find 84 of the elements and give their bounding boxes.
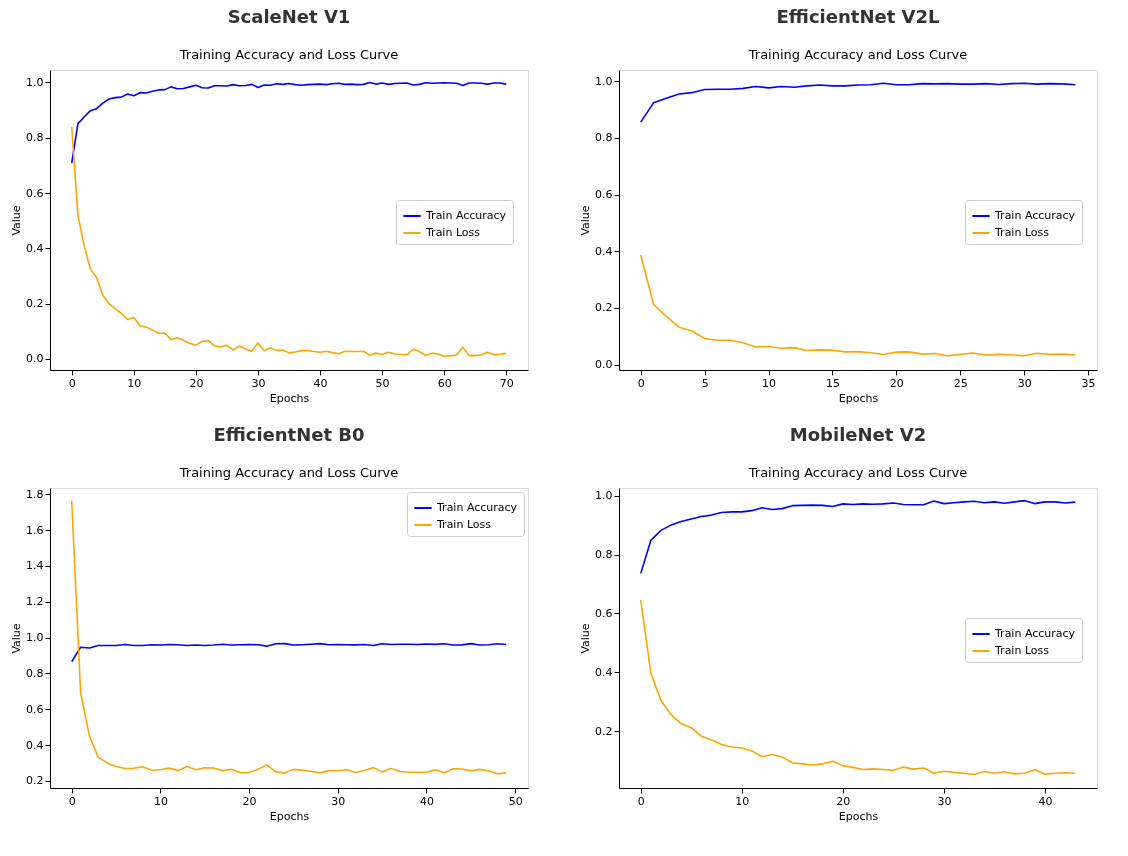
x-tick-label: 50 — [508, 794, 523, 808]
y-tick-label: 0.8 — [26, 666, 44, 680]
y-tick-label: 0.4 — [595, 665, 613, 679]
x-tick-label: 40 — [313, 376, 328, 390]
legend-label: Train Accuracy — [436, 501, 518, 514]
y-tick-label: 1.6 — [26, 523, 44, 537]
x-tick-label: 30 — [937, 794, 952, 808]
x-axis-title: Epochs — [838, 809, 879, 823]
y-tick-label: 0.6 — [595, 188, 613, 202]
line-series — [639, 499, 1077, 575]
x-tick-label: 35 — [1081, 376, 1096, 390]
y-tick-label: 0.2 — [26, 297, 44, 311]
line-series — [639, 82, 1077, 123]
y-tick-label: 0.6 — [595, 606, 613, 620]
x-tick-label: 30 — [331, 794, 346, 808]
y-tick-label: 0.6 — [26, 186, 44, 200]
x-tick-label: 10 — [153, 794, 168, 808]
chart-subtitle: Training Accuracy and Loss Curve — [178, 47, 399, 62]
x-tick-label: 25 — [953, 376, 968, 390]
y-axis-title: Value — [10, 623, 24, 654]
y-tick-label: 0.0 — [26, 352, 44, 366]
y-tick-label: 1.8 — [26, 487, 44, 501]
y-tick-label: 0.2 — [595, 301, 613, 315]
x-tick-label: 50 — [375, 376, 390, 390]
x-axis-title: Epochs — [269, 391, 310, 405]
y-tick-label: 1.0 — [595, 74, 613, 88]
y-tick-label: 0.8 — [595, 548, 613, 562]
x-tick-label: 20 — [242, 794, 257, 808]
line-series — [639, 599, 1077, 776]
legend-label: Train Loss — [994, 226, 1050, 239]
y-axis-title: Value — [579, 205, 593, 236]
x-tick-label: 40 — [1038, 794, 1053, 808]
y-tick-label: 0.4 — [595, 244, 613, 258]
line-series — [70, 81, 508, 164]
line-series — [70, 642, 508, 663]
y-tick-label: 0.2 — [595, 724, 613, 738]
legend-label: Train Loss — [425, 226, 481, 239]
x-tick-label: 0 — [68, 794, 76, 808]
x-tick-label: 20 — [189, 376, 204, 390]
x-tick-label: 40 — [419, 794, 434, 808]
y-tick-label: 1.0 — [595, 489, 613, 503]
line-series — [70, 125, 508, 357]
chart-subtitle: Training Accuracy and Loss Curve — [747, 465, 968, 480]
y-tick-label: 1.4 — [26, 559, 44, 573]
y-axis-title: Value — [10, 205, 24, 236]
y-tick-label: 0.8 — [595, 131, 613, 145]
x-tick-label: 30 — [1017, 376, 1032, 390]
chart-title: EfficientNet V2L — [776, 6, 940, 27]
x-tick-label: 20 — [836, 794, 851, 808]
x-tick-label: 70 — [499, 376, 514, 390]
x-tick-label: 0 — [637, 376, 645, 390]
y-tick-label: 0.6 — [26, 702, 44, 716]
y-tick-label: 0.0 — [595, 358, 613, 372]
y-tick-label: 0.2 — [26, 774, 44, 788]
y-tick-label: 0.4 — [26, 241, 44, 255]
x-tick-label: 20 — [889, 376, 904, 390]
x-axis-title: Epochs — [838, 391, 879, 405]
line-series — [639, 253, 1077, 357]
x-tick-label: 0 — [68, 376, 76, 390]
chart-subtitle: Training Accuracy and Loss Curve — [178, 465, 399, 480]
chart-title: ScaleNet V1 — [227, 6, 351, 27]
x-axis-title: Epochs — [269, 809, 310, 823]
chart-title: MobileNet V2 — [789, 424, 927, 445]
legend-label: Train Loss — [436, 518, 492, 531]
x-tick-label: 0 — [637, 794, 645, 808]
legend-label: Train Loss — [994, 644, 1050, 657]
x-tick-label: 15 — [825, 376, 840, 390]
y-tick-label: 0.4 — [26, 738, 44, 752]
legend-label: Train Accuracy — [994, 209, 1076, 222]
x-tick-label: 60 — [437, 376, 452, 390]
x-tick-label: 10 — [735, 794, 750, 808]
legend-label: Train Accuracy — [994, 627, 1076, 640]
x-tick-label: 10 — [762, 376, 777, 390]
y-tick-label: 1.0 — [26, 75, 44, 89]
y-tick-label: 1.0 — [26, 631, 44, 645]
y-tick-label: 0.8 — [26, 131, 44, 145]
chart-subtitle: Training Accuracy and Loss Curve — [747, 47, 968, 62]
x-tick-label: 10 — [127, 376, 142, 390]
x-tick-label: 30 — [251, 376, 266, 390]
y-axis-title: Value — [579, 623, 593, 654]
chart-title: EfficientNet B0 — [213, 424, 365, 445]
legend-label: Train Accuracy — [425, 209, 507, 222]
y-tick-label: 1.2 — [26, 595, 44, 609]
x-tick-label: 5 — [701, 376, 709, 390]
